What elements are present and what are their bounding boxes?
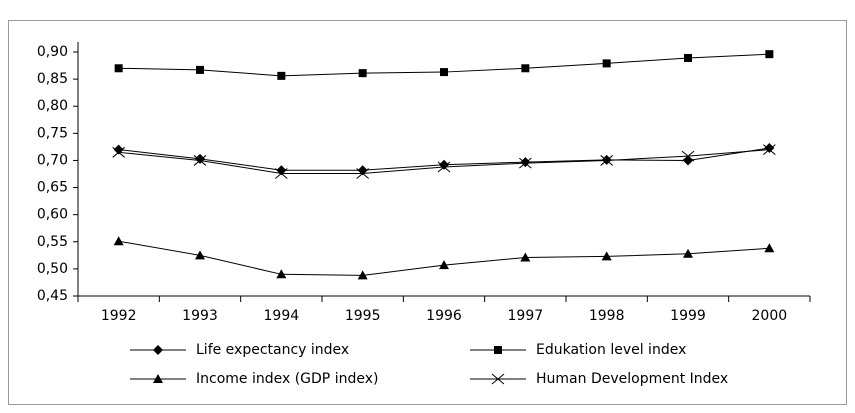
marker	[521, 64, 530, 73]
marker	[277, 71, 286, 80]
marker	[683, 248, 693, 258]
y-tick-label: 0,55	[37, 234, 68, 250]
marker	[357, 270, 368, 280]
y-tick-label: 0,45	[37, 288, 68, 304]
y-tick-label: 0,70	[37, 152, 68, 168]
chart-frame	[8, 20, 847, 405]
marker	[520, 157, 531, 168]
marker	[358, 69, 367, 78]
marker	[153, 345, 163, 355]
marker	[439, 260, 449, 270]
y-tick-label: 0,60	[37, 207, 68, 223]
marker	[439, 159, 449, 170]
y-tick-label: 0,75	[37, 125, 68, 141]
marker	[519, 157, 532, 169]
y-tick-label: 0,90	[37, 44, 68, 60]
marker	[440, 68, 448, 77]
marker	[357, 165, 368, 176]
marker	[765, 50, 774, 59]
marker	[602, 59, 611, 68]
marker	[600, 155, 613, 166]
marker	[114, 64, 123, 73]
x-tick-label: 1995	[345, 308, 381, 324]
marker	[113, 236, 124, 246]
x-tick-label: 1997	[508, 308, 544, 324]
marker	[195, 153, 205, 164]
marker	[764, 142, 775, 153]
x-tick-label: 1998	[589, 308, 625, 324]
y-tick-label: 0,65	[37, 180, 68, 196]
x-tick-label: 1999	[670, 308, 706, 324]
marker	[684, 53, 692, 62]
marker	[195, 250, 205, 260]
legend-label: Edukation level index	[536, 342, 686, 358]
line-series	[118, 240, 770, 276]
y-tick-label: 0,85	[37, 71, 68, 87]
marker	[681, 150, 695, 162]
marker	[683, 155, 693, 166]
marker	[437, 161, 451, 173]
marker	[196, 65, 204, 74]
marker	[763, 144, 776, 155]
legend-label: Human Development Index	[536, 371, 728, 387]
marker	[601, 251, 612, 261]
marker	[491, 373, 505, 385]
marker	[356, 168, 369, 179]
x-tick-label: 1996	[426, 308, 462, 324]
marker	[276, 269, 287, 279]
marker	[494, 346, 502, 354]
x-tick-label: 1994	[264, 308, 300, 324]
x-tick-label: 1992	[101, 308, 137, 324]
marker	[112, 146, 125, 158]
marker	[520, 252, 531, 262]
legend-label: Life expectancy index	[196, 342, 349, 358]
marker	[764, 243, 775, 253]
x-tick-label: 1993	[182, 308, 218, 324]
y-tick-label: 0,50	[37, 261, 68, 277]
marker	[193, 155, 207, 166]
marker	[275, 168, 288, 179]
y-tick-label: 0,80	[37, 98, 68, 114]
x-tick-label: 2000	[752, 308, 788, 324]
marker	[153, 374, 163, 383]
legend-label: Income index (GDP index)	[196, 371, 378, 387]
